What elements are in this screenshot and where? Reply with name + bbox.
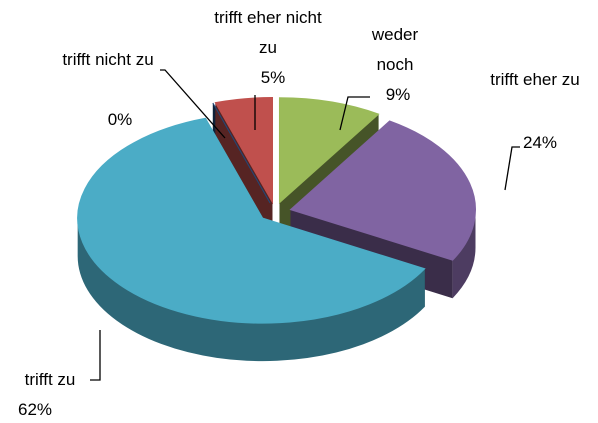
category-label: trifft nicht zu xyxy=(62,50,154,69)
value-label: 0% xyxy=(107,110,133,129)
slice xyxy=(77,117,426,324)
slice-side xyxy=(215,102,273,241)
slice xyxy=(289,120,476,261)
value-label: 24% xyxy=(522,133,558,152)
value-label: 9% xyxy=(385,85,411,104)
leader-line xyxy=(339,96,370,131)
slice-wall xyxy=(452,209,476,299)
category-label: weder noch xyxy=(371,25,419,74)
leader-line xyxy=(504,146,520,191)
slice xyxy=(214,97,273,205)
slice xyxy=(278,97,380,204)
category-label: trifft eher zu xyxy=(490,70,580,89)
value-label: 62% xyxy=(17,400,53,419)
slice xyxy=(212,102,271,204)
slice-wall xyxy=(77,218,425,362)
leader-line xyxy=(160,69,226,139)
value-label: 5% xyxy=(260,68,286,87)
category-label: trifft eher nicht zu xyxy=(214,8,322,57)
leader-line xyxy=(90,330,101,381)
category-label: trifft zu xyxy=(24,370,76,389)
